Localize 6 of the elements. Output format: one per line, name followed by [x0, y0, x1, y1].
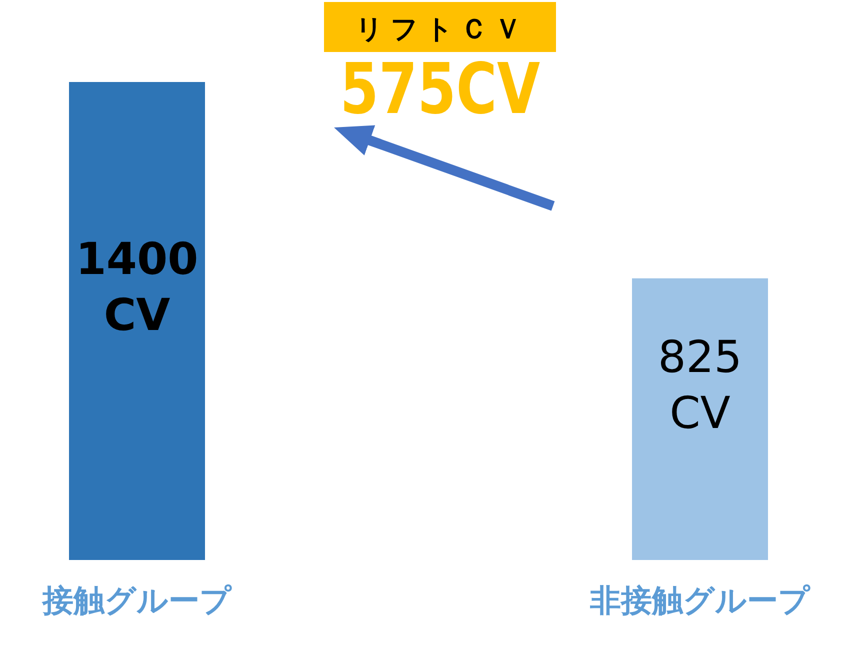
annotation: 575CV	[340, 48, 592, 130]
data-label: 825 CV	[658, 332, 742, 439]
data-label: 1400 CV	[76, 234, 198, 341]
x-tick-label: 非接触グループ	[590, 583, 810, 619]
x-tick-label: 接触グループ	[42, 583, 232, 619]
text: リフトＣＶ	[356, 14, 528, 45]
